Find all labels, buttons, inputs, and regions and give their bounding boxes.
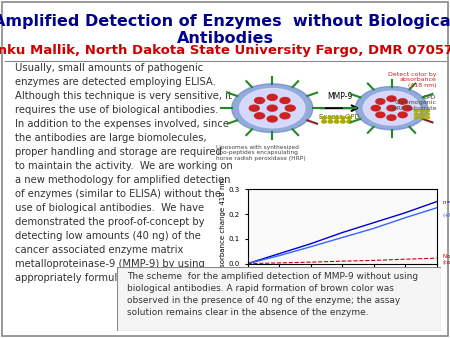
Y-axis label: Absorbance change 418 nm: Absorbance change 418 nm xyxy=(220,177,226,275)
Circle shape xyxy=(280,113,290,119)
Text: No enzyme
(control): No enzyme (control) xyxy=(443,254,450,265)
Circle shape xyxy=(376,99,385,104)
Circle shape xyxy=(255,113,265,119)
X-axis label: Time (min): Time (min) xyxy=(321,283,363,292)
Circle shape xyxy=(267,116,277,122)
Circle shape xyxy=(322,117,326,119)
Polygon shape xyxy=(240,89,305,128)
Circle shape xyxy=(371,105,380,111)
Text: Detect color by
absorbance
(418 nm): Detect color by absorbance (418 nm) xyxy=(388,72,436,88)
Circle shape xyxy=(414,116,418,119)
Circle shape xyxy=(249,105,259,111)
Circle shape xyxy=(328,117,333,119)
Circle shape xyxy=(334,117,339,119)
Text: (+MMP-9): (+MMP-9) xyxy=(443,213,450,218)
Polygon shape xyxy=(364,91,419,125)
Circle shape xyxy=(426,110,429,112)
Polygon shape xyxy=(356,87,427,130)
Circle shape xyxy=(420,113,424,116)
Circle shape xyxy=(267,94,277,100)
Circle shape xyxy=(387,115,396,120)
Circle shape xyxy=(420,110,424,112)
Circle shape xyxy=(376,112,385,118)
Circle shape xyxy=(328,120,333,123)
Circle shape xyxy=(387,96,396,101)
Text: Sanku Mallik, North Dakota State University Fargo, DMR 0705767: Sanku Mallik, North Dakota State Univers… xyxy=(0,44,450,57)
Circle shape xyxy=(426,113,429,116)
FancyBboxPatch shape xyxy=(2,2,448,336)
Circle shape xyxy=(280,98,290,103)
Circle shape xyxy=(285,105,295,111)
Circle shape xyxy=(334,120,339,123)
Text: Usually, small amounts of pathogenic
enzymes are detected employing ELISA.
Altho: Usually, small amounts of pathogenic enz… xyxy=(15,63,233,283)
Circle shape xyxy=(322,120,326,123)
Circle shape xyxy=(414,110,418,112)
Text: The scheme  for the amplified detection of MMP-9 without using
biological antibo: The scheme for the amplified detection o… xyxy=(127,272,418,317)
Text: n=4, 40 ng MMP-9: n=4, 40 ng MMP-9 xyxy=(443,200,450,206)
Text: OPD
Chromogenic
HRP substrate: OPD Chromogenic HRP substrate xyxy=(392,95,436,111)
Circle shape xyxy=(341,117,345,119)
Text: Liposomes with synthesized
lipo-peptides encapsulating
horse radish peroxidase (: Liposomes with synthesized lipo-peptides… xyxy=(216,145,306,161)
Circle shape xyxy=(414,113,418,116)
Circle shape xyxy=(347,117,351,119)
Circle shape xyxy=(398,112,407,118)
Text: Amplified Detection of Enzymes  without Biological
Antibodies: Amplified Detection of Enzymes without B… xyxy=(0,14,450,46)
Circle shape xyxy=(420,116,424,119)
Text: MMP-9: MMP-9 xyxy=(327,92,352,101)
FancyBboxPatch shape xyxy=(117,267,441,331)
Text: Excess OPD: Excess OPD xyxy=(320,114,360,120)
Circle shape xyxy=(426,116,429,119)
Circle shape xyxy=(398,99,407,104)
Polygon shape xyxy=(232,84,313,132)
Circle shape xyxy=(341,120,345,123)
Circle shape xyxy=(267,105,277,111)
Circle shape xyxy=(255,98,265,103)
Circle shape xyxy=(403,105,412,111)
Circle shape xyxy=(387,105,396,111)
Circle shape xyxy=(347,120,351,123)
